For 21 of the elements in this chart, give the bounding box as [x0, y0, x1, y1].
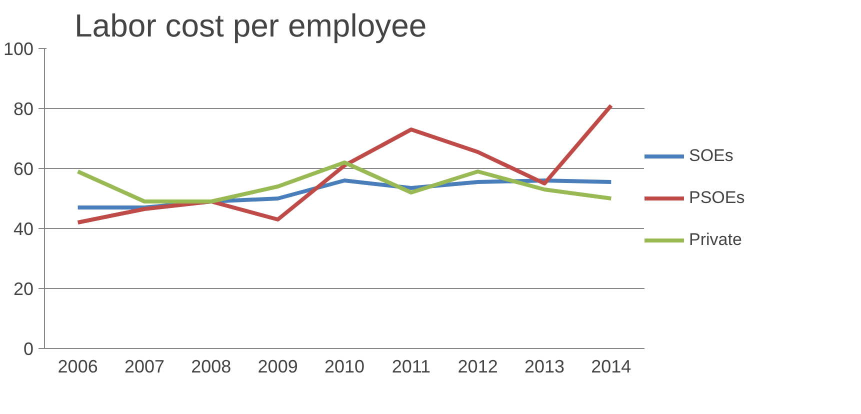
x-tick-label: 2009	[258, 356, 298, 376]
y-tick-label: 60	[13, 159, 34, 179]
x-tick-label: 2006	[58, 356, 98, 376]
line-series	[76, 104, 614, 224]
x-tick-label: 2013	[524, 356, 565, 376]
y-tick-label: 20	[13, 279, 34, 299]
y-tick-label: 40	[13, 219, 34, 239]
x-tick-label: 2014	[591, 356, 632, 376]
chart-title: Labor cost per employee	[74, 8, 427, 44]
x-tick-label: 2007	[124, 356, 165, 376]
legend-label: SOEs	[689, 146, 734, 166]
x-tick-label: 2011	[392, 356, 431, 376]
x-tick-label: 2010	[324, 356, 365, 376]
legend-label: Private	[689, 230, 742, 250]
line-series	[76, 160, 614, 204]
legend-label: PSOEs	[689, 188, 745, 208]
y-tick-label: 80	[13, 99, 34, 119]
y-tick-label: 0	[23, 339, 34, 359]
x-tick-label: 2008	[191, 356, 232, 376]
y-tick-label: 100	[3, 39, 34, 59]
x-tick-label: 2012	[458, 356, 498, 376]
